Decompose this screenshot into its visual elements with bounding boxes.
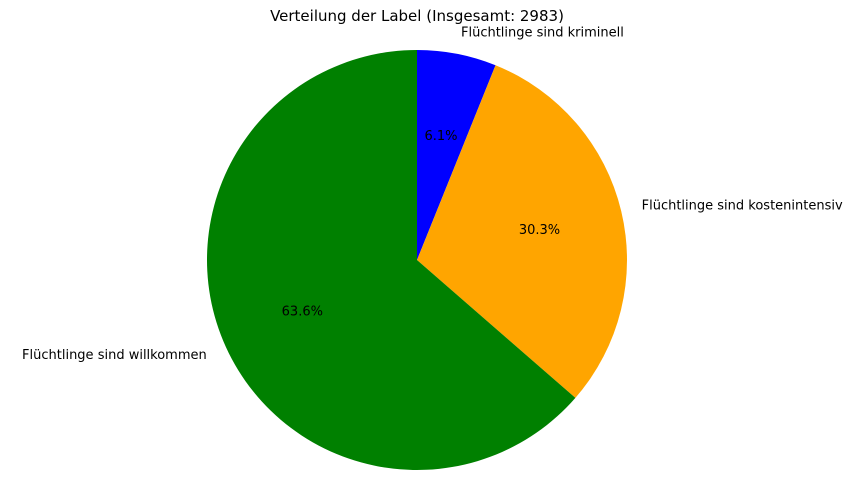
slice-label-fluechtlinge-sind-kostenintensiv: Flüchtlinge sind kostenintensiv [642,199,843,214]
chart-title: Verteilung der Label (Insgesamt: 2983) [270,7,564,25]
slice-percent-fluechtlinge-sind-kostenintensiv: 30.3% [519,223,560,238]
slice-label-fluechtlinge-sind-kriminell: Flüchtlinge sind kriminell [461,26,624,41]
pie-slices [206,50,627,470]
slice-percent-fluechtlinge-sind-willkommen: 63.6% [282,305,323,320]
slice-label-fluechtlinge-sind-willkommen: Flüchtlinge sind willkommen [22,348,207,363]
slice-percent-fluechtlinge-sind-kriminell: 6.1% [424,129,457,144]
pie-slice-fluechtlinge-sind-willkommen [206,50,576,470]
pie-slice-fluechtlinge-sind-kriminell [417,50,496,260]
pie-slice-fluechtlinge-sind-kostenintensiv [417,65,627,398]
pie-labels: Flüchtlinge sind kriminell 6.1% Flüchtling… [22,26,843,363]
